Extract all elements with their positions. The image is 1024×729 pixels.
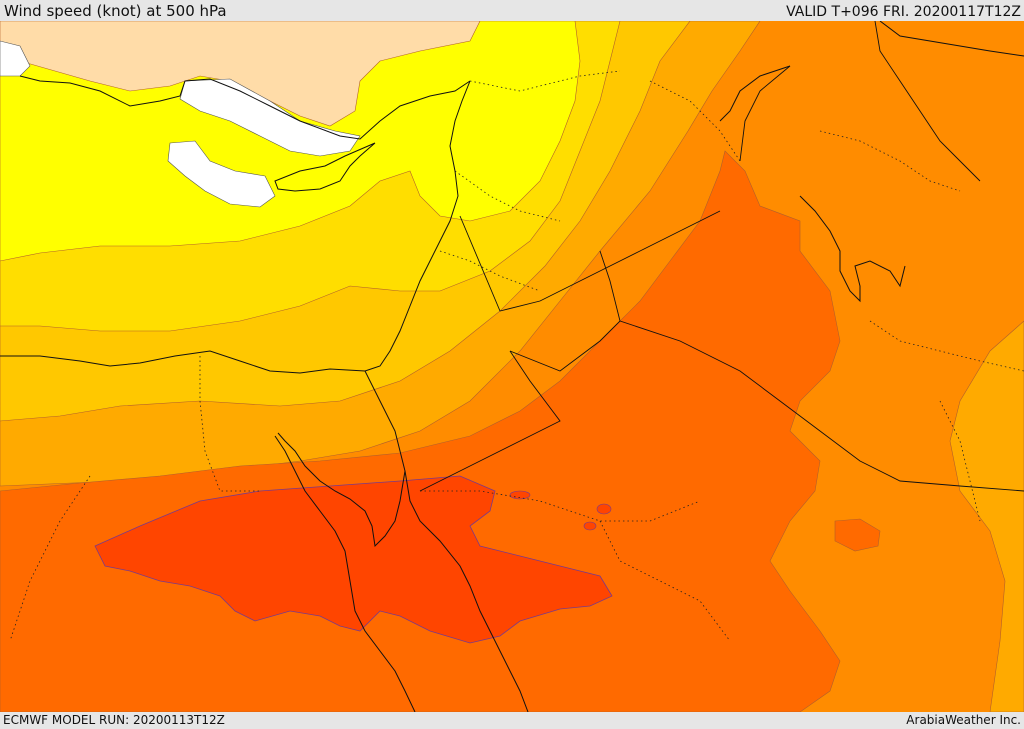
speed-blob-3 (583, 521, 597, 531)
footer-bar: ECMWF MODEL RUN: 20200113T12Z ArabiaWeat… (0, 712, 1024, 729)
model-run-label: ECMWF MODEL RUN: 20200113T12Z (3, 713, 225, 727)
solid-borders (419, 21, 1024, 492)
map-title: Wind speed (knot) at 500 hPa (4, 2, 227, 20)
credit-label: ArabiaWeather Inc. (906, 713, 1021, 727)
calm-patch-cyprus-west (167, 140, 276, 208)
speed-band-red-orange (94, 475, 613, 644)
header-bar: Wind speed (knot) at 500 hPa VALID T+096… (0, 0, 1024, 21)
coastlines (0, 21, 1024, 712)
wind-speed-map (0, 21, 1024, 712)
calm-patch-aegean (0, 40, 31, 77)
speed-blob-4 (834, 518, 881, 552)
speed-band-amber-east (949, 320, 1024, 712)
speed-blob-1 (509, 490, 531, 500)
valid-time: VALID T+096 FRI. 20200117T12Z (786, 4, 1021, 20)
country-borders (9, 70, 1024, 642)
calm-patch-north (179, 78, 361, 157)
speed-blob-2 (596, 503, 612, 515)
